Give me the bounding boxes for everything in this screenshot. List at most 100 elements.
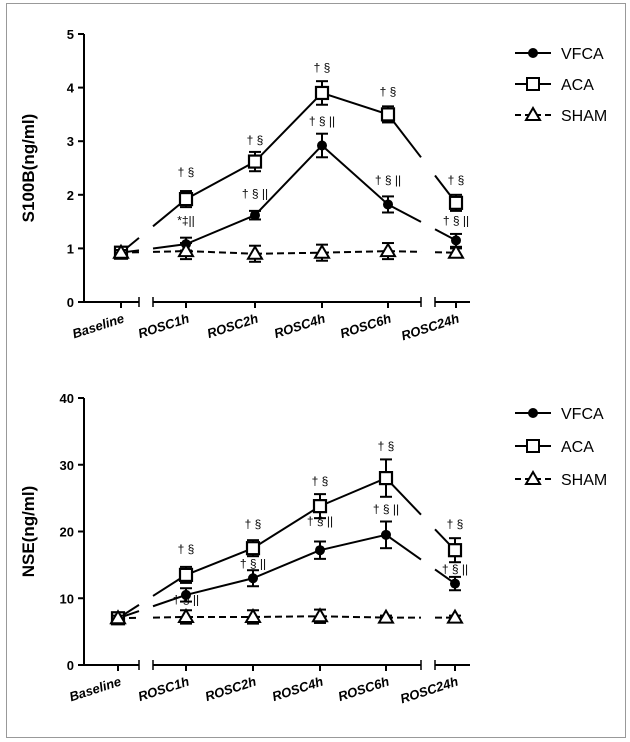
panel1-x-tick-label: Baseline <box>70 311 126 342</box>
panel2-significance-annotation: † § || <box>442 562 468 576</box>
panel2-x-tick-label: ROSC6h <box>336 674 391 705</box>
panel2-significance-annotation: † § <box>447 517 464 531</box>
figure-frame <box>6 3 626 738</box>
panel2-series-ACA-line <box>319 477 387 508</box>
panel2-significance-annotation: † § || <box>373 502 399 516</box>
panel2-significance-annotation: † § <box>312 474 329 488</box>
panel2-legend-SHAM-marker <box>524 470 542 485</box>
panel2-x-tick-label: ROSC4h <box>270 674 325 705</box>
panel1-legend-ACA-label: ACA <box>561 77 594 94</box>
panel1-series-SHAM-point <box>246 244 264 260</box>
panel1-series-ACA-point <box>314 85 330 101</box>
panel1-series-SHAM-point <box>112 243 130 259</box>
panel2-legend-ACA-marker <box>526 439 540 453</box>
panel2-series-VFCA-point <box>450 578 460 589</box>
panel2-series-VFCA-point <box>248 573 258 584</box>
panel1-x-tick-label: ROSC24h <box>399 311 461 344</box>
panel1-x-tick-label: ROSC6h <box>338 311 393 342</box>
panel2-series-ACA-point <box>245 541 261 556</box>
panel1-series-ACA-point <box>178 191 194 207</box>
panel2-x-tick-label: ROSC1h <box>136 674 191 705</box>
panel1-y-tick-label: 2 <box>67 188 74 203</box>
panel2-series-ACA-point <box>447 543 463 558</box>
panel2-x-tick-label: ROSC24h <box>398 674 460 707</box>
panel2-series-SHAM-point <box>377 608 395 624</box>
panel2-y-tick-label: 0 <box>67 658 74 673</box>
panel2-legend-SHAM-label: SHAM <box>561 472 607 489</box>
panel2-series-VFCA-line <box>152 593 187 608</box>
panel1-significance-annotation: † § || <box>309 114 335 128</box>
panel2-series-ACA-point <box>378 471 394 486</box>
panel1-significance-annotation: † § <box>314 61 331 75</box>
panel1-series-VFCA-line <box>185 214 256 246</box>
panel1-y-tick-label: 0 <box>67 295 74 310</box>
panel1-legend-SHAM-marker <box>524 106 542 121</box>
panel2-series-SHAM-line <box>252 615 321 618</box>
panel1-y-tick-label: 1 <box>67 241 74 256</box>
panel1-significance-annotation: † § || <box>443 213 469 227</box>
panel1-legend-ACA-marker <box>526 77 540 91</box>
panel2-series-VFCA-point <box>181 589 191 600</box>
panel2-series-VFCA-line <box>185 577 254 596</box>
panel2-significance-annotation: † § <box>178 542 195 556</box>
panel1-y-axis-label: S100B(ng/ml) <box>19 114 38 223</box>
panel1-significance-annotation: † § <box>247 133 264 147</box>
panel1-significance-annotation: † § <box>178 165 195 179</box>
panel1-y-tick-label: 3 <box>67 134 74 149</box>
panel1-legend-VFCA-marker <box>528 48 538 58</box>
panel2-y-tick-label: 30 <box>60 458 74 473</box>
panel1-series-VFCA-point <box>451 235 461 246</box>
panel1-x-tick-label: ROSC1h <box>136 311 191 342</box>
panel1-series-ACA-line <box>185 160 256 200</box>
panel2-series-VFCA-point <box>381 529 391 540</box>
panel1-series-VFCA-point <box>250 210 260 221</box>
panel2-significance-annotation: † § || <box>307 514 333 528</box>
panel1-series-ACA-line <box>321 92 389 116</box>
panel1-series-ACA-point <box>247 154 263 169</box>
panel1-y-tick-label: 4 <box>67 81 75 96</box>
panel1-significance-annotation: † § || <box>242 186 268 200</box>
panel2-series-VFCA-line <box>252 549 321 580</box>
panel1-significance-annotation: *‡|| <box>177 213 195 227</box>
panel1-series-SHAM-line <box>321 250 389 254</box>
panel1-series-ACA-point <box>448 195 464 210</box>
panel1-significance-annotation: † § || <box>375 173 401 187</box>
panel2-series-SHAM-point <box>177 607 195 623</box>
panel2-legend-ACA-label: ACA <box>561 439 594 456</box>
panel1-series-VFCA-line <box>254 144 323 216</box>
panel1-significance-annotation: † § <box>448 173 465 187</box>
panel2-series-SHAM-line <box>319 615 387 619</box>
panel2-y-axis-label: NSE(ng/ml) <box>19 486 38 578</box>
panel2-y-tick-label: 10 <box>60 591 74 606</box>
panel1-series-SHAM-line <box>152 250 187 253</box>
panel1-significance-annotation: † § <box>380 85 397 99</box>
panel2-series-ACA-point <box>178 567 194 582</box>
panel2-series-VFCA-point <box>315 545 325 556</box>
panel1-series-VFCA-line <box>387 203 422 223</box>
panel1-series-SHAM-line <box>254 251 323 255</box>
panel1-series-SHAM-point <box>313 243 331 259</box>
panel2-significance-annotation: † § || <box>240 557 266 571</box>
panel2-series-SHAM-point <box>446 608 464 624</box>
panel1-legend-SHAM-label: SHAM <box>561 108 607 125</box>
panel1-series-ACA-point <box>380 107 396 122</box>
panel2-series-SHAM-point <box>109 609 127 625</box>
panel2-legend-VFCA-marker <box>528 408 538 418</box>
panel1-x-tick-label: ROSC2h <box>205 311 260 342</box>
panel1-series-SHAM-point <box>379 242 397 258</box>
panel2-y-tick-label: 20 <box>60 525 74 540</box>
panel2-series-SHAM-point <box>311 607 329 623</box>
panel2-series-VFCA-line <box>385 534 422 561</box>
panel1-series-SHAM-line <box>387 250 422 253</box>
panel2-series-SHAM-line <box>152 615 187 619</box>
panel2-series-ACA-line <box>252 505 321 550</box>
panel2-x-tick-label: ROSC2h <box>203 674 258 705</box>
panel2-y-tick-label: 40 <box>60 391 74 406</box>
panel2-significance-annotation: † § <box>378 439 395 453</box>
panel1-series-SHAM-point <box>447 243 465 259</box>
panel2-significance-annotation: † § <box>245 517 262 531</box>
panel2-x-tick-label: Baseline <box>67 674 123 705</box>
panel1-series-SHAM-point <box>177 242 195 258</box>
panel1-series-SHAM-line <box>185 250 256 255</box>
